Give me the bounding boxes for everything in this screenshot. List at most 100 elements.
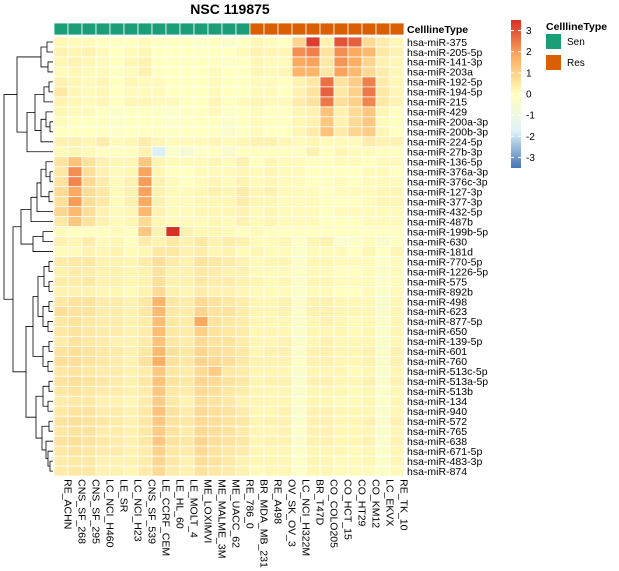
heatmap-cell	[53, 375, 69, 387]
heatmap-cell	[193, 206, 209, 218]
column-label: RE_786_0	[244, 479, 256, 529]
heatmap-cell	[207, 96, 223, 108]
heatmap-cell	[389, 435, 405, 447]
heatmap-cell	[333, 206, 349, 218]
heatmap-cell	[137, 326, 153, 337]
heatmap-cell	[347, 385, 363, 397]
heatmap-cell	[221, 136, 237, 148]
heatmap-cell	[207, 316, 223, 327]
heatmap-cell	[67, 126, 83, 138]
heatmap-cell	[123, 256, 139, 267]
heatmap-cell	[207, 226, 223, 237]
heatmap-cell	[67, 345, 83, 357]
heatmap-cell	[291, 435, 307, 447]
heatmap-cell	[389, 296, 405, 307]
heatmap-cell	[221, 306, 237, 317]
heatmap-cell	[347, 375, 363, 387]
heatmap-cell	[81, 246, 97, 257]
heatmap-cell	[179, 136, 195, 148]
heatmap-cell	[67, 395, 83, 407]
heatmap-cell	[53, 335, 69, 347]
heatmap-cell	[179, 445, 195, 457]
heatmap-cell	[193, 345, 209, 357]
heatmap-cell	[151, 86, 167, 98]
heatmap-cell	[375, 106, 391, 118]
heatmap-cell	[361, 385, 377, 397]
annotation-cell	[179, 22, 195, 36]
heatmap-cell	[375, 405, 391, 417]
heatmap-cell	[235, 146, 251, 158]
heatmap-cell	[305, 76, 321, 88]
heatmap-cell	[249, 136, 265, 148]
dendrogram-branch	[40, 168, 49, 198]
heatmap-cell	[53, 166, 69, 178]
heatmap-cell	[95, 86, 111, 98]
annotation-cell	[347, 22, 363, 36]
heatmap-cell	[333, 176, 349, 188]
heatmap-cell	[235, 216, 251, 228]
heatmap-cell	[333, 216, 349, 228]
column-labels: RE_ACHN CNS_SF_268 CNS_SF_295 LC_NCI_H460 LE…	[62, 479, 410, 568]
heatmap-cell	[221, 226, 237, 237]
heatmap-cell	[165, 66, 181, 78]
color-scale-tick-label: -1	[526, 111, 535, 122]
column-label: OV_SK_OV_3	[286, 479, 298, 547]
heatmap-cell	[277, 156, 293, 168]
annotation-bar	[53, 22, 405, 36]
dendrogram-branch	[47, 400, 53, 412]
dendrogram-branch	[47, 450, 53, 467]
heatmap-cell	[207, 186, 223, 198]
heatmap-cell	[95, 435, 111, 447]
heatmap-cell	[221, 106, 237, 118]
heatmap-cell	[179, 156, 195, 168]
heatmap-cell	[81, 146, 97, 158]
heatmap-cell	[165, 335, 181, 347]
heatmap-cell	[123, 156, 139, 168]
row-label: hsa-miR-376a-3p	[407, 167, 488, 179]
heatmap-cell	[123, 326, 139, 337]
heatmap-cell	[263, 206, 279, 218]
heatmap-cell	[361, 425, 377, 437]
heatmap-cell	[291, 296, 307, 307]
heatmap-cell	[165, 435, 181, 447]
dendrogram-branch	[48, 340, 53, 352]
heatmap-cell	[319, 86, 335, 98]
heatmap-cell	[193, 375, 209, 387]
heatmap-cell	[249, 266, 265, 277]
heatmap-cell	[109, 445, 125, 457]
heatmap-cell	[67, 435, 83, 447]
row-label: hsa-miR-1226-5p	[407, 266, 488, 278]
heatmap-cell	[207, 156, 223, 168]
heatmap-cell	[179, 36, 195, 48]
heatmap-cell	[235, 395, 251, 407]
row-label: hsa-miR-638	[407, 436, 467, 448]
heatmap-cell	[375, 465, 391, 477]
heatmap-cell	[389, 326, 405, 337]
column-label: LC_NCI_H23	[132, 479, 144, 542]
heatmap-cell	[109, 395, 125, 407]
heatmap-cell	[375, 395, 391, 407]
color-scale-tick-label: -2	[526, 132, 535, 143]
dendrogram-branch	[48, 191, 53, 203]
column-label: LE_SR	[118, 479, 130, 513]
heatmap-cell	[333, 236, 349, 247]
heatmap-cell	[109, 435, 125, 447]
heatmap-cell	[263, 146, 279, 158]
heatmap-cell	[193, 405, 209, 417]
heatmap-cell	[375, 276, 391, 287]
heatmap-cell	[137, 395, 153, 407]
heatmap-cell	[81, 316, 97, 327]
heatmap-cell	[165, 455, 181, 467]
heatmap-cell	[389, 56, 405, 68]
heatmap-cell	[263, 246, 279, 257]
heatmap-cell	[375, 56, 391, 68]
heatmap-cell	[221, 375, 237, 387]
heatmap-cell	[137, 116, 153, 128]
heatmap-cell	[81, 306, 97, 317]
heatmap-cell	[137, 136, 153, 148]
heatmap-cell	[123, 66, 139, 78]
heatmap-cell	[53, 136, 69, 148]
heatmap-cell	[123, 76, 139, 88]
heatmap-cell	[333, 96, 349, 108]
heatmap-cell	[193, 326, 209, 337]
